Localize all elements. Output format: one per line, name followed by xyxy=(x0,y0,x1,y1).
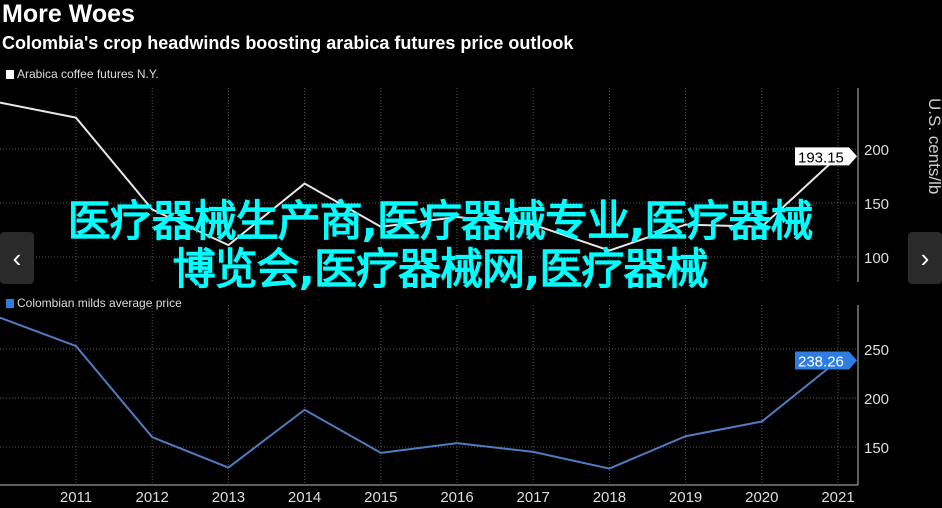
y-tick-label: 150 xyxy=(864,196,889,213)
last-value-tag xyxy=(795,351,857,370)
x-tick-label: 2011 xyxy=(60,489,92,506)
last-value-label: 238.26 xyxy=(798,354,844,371)
chevron-right-icon: › xyxy=(920,242,930,273)
x-tick-label: 2015 xyxy=(364,489,397,506)
legend-label: Colombian milds average price xyxy=(17,296,182,310)
chevron-left-icon: ‹ xyxy=(12,242,22,273)
legend-label: Arabica coffee futures N.Y. xyxy=(17,67,159,81)
y-axis-label: U.S. cents/lb xyxy=(925,98,942,195)
y-tick-label: 200 xyxy=(864,142,889,159)
x-tick-label: 2012 xyxy=(136,489,169,506)
overlay-banner-text: 医疗器械生产商,医疗器械专业,医疗器械博览会,医疗器械网,医疗器械 xyxy=(67,197,814,295)
y-tick-label: 150 xyxy=(864,440,889,457)
x-tick-label: 2019 xyxy=(669,489,702,506)
x-tick-label: 2021 xyxy=(821,489,854,506)
legend-colombian: Colombian milds average price xyxy=(6,296,182,310)
x-tick-label: 2016 xyxy=(440,489,473,506)
prev-slide-button[interactable]: ‹ xyxy=(0,232,34,284)
series-line xyxy=(0,316,839,470)
x-tick-label: 2018 xyxy=(593,489,626,506)
y-tick-label: 200 xyxy=(864,391,889,408)
y-tick-label: 100 xyxy=(864,250,889,267)
series-line xyxy=(0,101,839,252)
x-tick-label: 2017 xyxy=(517,489,550,506)
last-value-tag xyxy=(795,147,857,166)
next-slide-button[interactable]: › xyxy=(908,232,942,284)
chart-subtitle: Colombia's crop headwinds boosting arabi… xyxy=(2,33,574,53)
x-tick-label: 2020 xyxy=(745,489,778,506)
chart-title: More Woes xyxy=(2,0,135,28)
x-tick-label: 2013 xyxy=(212,489,245,506)
last-value-label: 193.15 xyxy=(798,149,844,166)
legend-swatch xyxy=(6,69,14,79)
legend-arabica: Arabica coffee futures N.Y. xyxy=(6,67,159,81)
legend-swatch xyxy=(6,298,14,308)
x-tick-label: 2014 xyxy=(288,489,321,506)
y-tick-label: 250 xyxy=(864,342,889,359)
